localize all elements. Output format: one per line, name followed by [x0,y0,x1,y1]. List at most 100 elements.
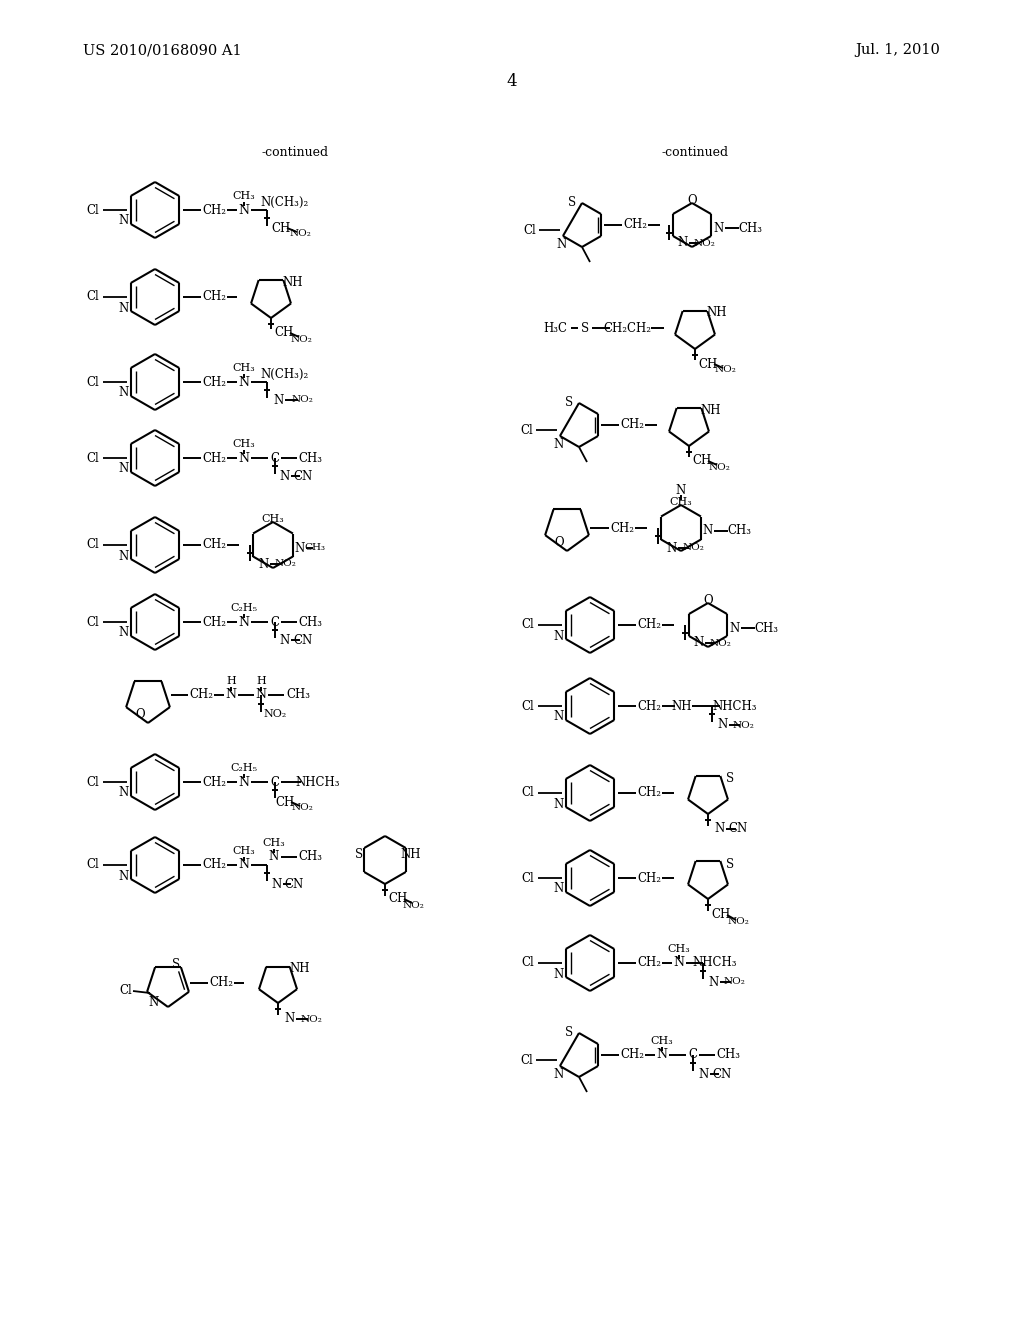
Text: Cl: Cl [520,1053,534,1067]
Text: N: N [280,634,290,647]
Text: O: O [554,536,564,549]
Text: CN: CN [293,634,312,647]
Text: Cl: Cl [87,858,99,871]
Text: N: N [239,203,250,216]
Text: CH₂: CH₂ [202,203,226,216]
Text: N: N [557,239,567,252]
Text: CH₂: CH₂ [202,375,226,388]
Text: CH: CH [274,326,294,339]
Text: H: H [226,676,236,686]
Text: CH: CH [275,796,295,808]
Text: O: O [687,194,696,207]
Text: O: O [135,708,144,721]
Text: NH: NH [400,849,421,862]
Text: C: C [270,451,280,465]
Text: CH₃: CH₃ [262,838,286,847]
Text: N: N [119,870,129,883]
Text: N: N [667,541,677,554]
Text: N: N [554,438,564,451]
Text: NO₂: NO₂ [263,709,287,719]
Text: N: N [730,622,740,635]
Text: Cl: Cl [87,776,99,788]
Text: CH₂: CH₂ [620,1048,644,1061]
Text: NO₂: NO₂ [290,334,312,343]
Text: NH: NH [672,700,692,713]
Text: CH: CH [388,892,408,906]
Text: CH₃: CH₃ [298,850,322,863]
Text: CH: CH [712,908,731,921]
Text: N: N [554,1068,564,1081]
Text: Cl: Cl [87,375,99,388]
Text: C₂H₅: C₂H₅ [230,603,257,612]
Text: S: S [355,849,364,862]
Text: N: N [148,997,159,1010]
Text: CH: CH [692,454,712,467]
Text: CH₂: CH₂ [637,619,662,631]
Text: N: N [709,975,719,989]
Text: CH₃: CH₃ [232,363,255,374]
Text: CH₃: CH₃ [298,615,322,628]
Text: N: N [714,222,724,235]
Text: CH₂: CH₂ [202,858,226,871]
Text: CH₃: CH₃ [716,1048,740,1061]
Text: NH: NH [707,306,727,319]
Text: C: C [270,615,280,628]
Text: -continued: -continued [662,145,728,158]
Text: NO₂: NO₂ [723,978,744,986]
Text: N: N [676,483,686,496]
Text: Cl: Cl [87,290,99,304]
Text: CH₃: CH₃ [668,944,690,954]
Text: S: S [172,958,180,972]
Text: CH₂: CH₂ [209,977,233,990]
Text: CH₃: CH₃ [727,524,751,537]
Text: NO₂: NO₂ [291,804,313,813]
Text: N(CH₃)₂: N(CH₃)₂ [261,367,309,380]
Text: N: N [259,557,269,570]
Text: CH₂: CH₂ [637,700,662,713]
Text: CH₃: CH₃ [232,846,255,855]
Text: CN: CN [713,1068,731,1081]
Text: Cl: Cl [520,424,534,437]
Text: N: N [554,968,564,981]
Text: N: N [119,214,129,227]
Text: NO₂: NO₂ [714,366,736,375]
Text: Cl: Cl [521,619,535,631]
Text: N: N [554,710,564,723]
Text: NO₂: NO₂ [732,721,754,730]
Text: NO₂: NO₂ [708,462,730,471]
Text: N: N [698,1068,710,1081]
Text: CN: CN [728,822,748,836]
Text: N: N [702,524,713,537]
Text: Cl: Cl [521,871,535,884]
Text: NO₂: NO₂ [274,560,296,569]
Text: N: N [269,850,280,863]
Text: CH₃: CH₃ [232,191,255,201]
Text: Cl: Cl [521,700,535,713]
Text: Cl: Cl [521,957,535,969]
Text: N: N [715,822,725,836]
Text: N: N [239,776,250,788]
Text: 4: 4 [507,74,517,91]
Text: CH₂: CH₂ [202,615,226,628]
Text: CN: CN [285,878,304,891]
Text: CH₂: CH₂ [637,871,662,884]
Text: CH₂: CH₂ [610,521,634,535]
Text: N: N [119,787,129,800]
Text: CH₂: CH₂ [202,776,226,788]
Text: NO₂: NO₂ [709,639,731,648]
Text: NO₂: NO₂ [300,1015,322,1023]
Text: CH₂CH₂: CH₂CH₂ [603,322,651,334]
Text: N: N [718,718,728,731]
Text: N: N [678,236,688,249]
Text: CH₃: CH₃ [298,451,322,465]
Text: CH₂: CH₂ [202,539,226,552]
Text: CH₃: CH₃ [286,689,310,701]
Text: S: S [565,1027,573,1040]
Text: N: N [239,858,250,871]
Text: N: N [273,393,284,407]
Text: N: N [554,630,564,643]
Text: CH₂: CH₂ [620,418,644,432]
Text: Cl: Cl [523,223,537,236]
Text: S: S [726,772,734,785]
Text: CH₃: CH₃ [650,1036,674,1045]
